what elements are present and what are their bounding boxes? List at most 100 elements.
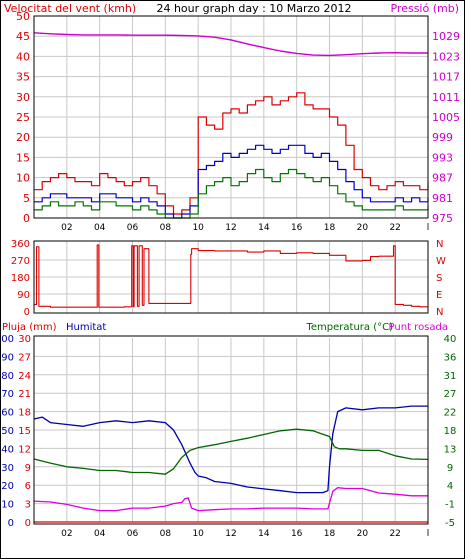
rain-tick-label: 30 bbox=[18, 334, 31, 345]
pressure-axis-label: Pressió (mb) bbox=[390, 2, 459, 15]
pressure-tick-label: 987 bbox=[432, 172, 453, 185]
temperature-tick-label: 13 bbox=[444, 444, 457, 455]
temperature-tick-label: 4 bbox=[447, 481, 453, 492]
humidity-tick-label: 50 bbox=[1, 426, 14, 437]
time-bottom-tick-label: l bbox=[427, 529, 430, 539]
humidity-ticks: 0 10 20 30 40 50 60 70 80 90 100 bbox=[0, 334, 14, 529]
time-top-tick-label: 10 bbox=[192, 223, 204, 233]
time-ticks-top: 02 04 06 08 10 12 14 16 18 20 22 l bbox=[61, 223, 429, 233]
wind-speed-tick-label: 5 bbox=[23, 192, 30, 205]
rain-tick-label: 9 bbox=[25, 463, 31, 474]
rain-tick-label: 0 bbox=[25, 518, 31, 529]
wind-speed-series bbox=[34, 168, 429, 219]
wind-direction-plot-frame bbox=[33, 240, 429, 314]
pressure-series bbox=[33, 32, 428, 57]
humidity-tick-label: 90 bbox=[1, 352, 14, 363]
time-top-tick-label: 20 bbox=[357, 223, 369, 233]
rain-tick-label: 18 bbox=[18, 408, 31, 419]
pressure-tick-label: 975 bbox=[432, 212, 453, 225]
wind-speed-tick-label: 15 bbox=[16, 151, 30, 164]
rain-tick-label: 3 bbox=[25, 500, 31, 511]
time-bottom-tick-label: 18 bbox=[324, 529, 336, 539]
wind-pressure-plot-frame bbox=[33, 15, 429, 219]
temperature-tick-label: 36 bbox=[444, 352, 457, 363]
humidity-tick-label: 80 bbox=[1, 371, 14, 382]
time-bottom-tick-label: 04 bbox=[94, 529, 106, 539]
rain-tick-label: 21 bbox=[18, 389, 31, 400]
time-bottom-tick-label: 12 bbox=[225, 529, 236, 539]
temperature-tick-label: -1 bbox=[445, 500, 455, 511]
humidity-temperature-series bbox=[33, 405, 429, 523]
chart-title: 24 hour graph day : 10 Marzo 2012 bbox=[156, 2, 351, 15]
rain-tick-label: 12 bbox=[18, 444, 31, 455]
wind-pressure-panel: Velocitat del vent (kmh) 24 hour graph d… bbox=[4, 2, 460, 233]
temperature-legend-label: Temperatura (°C) bbox=[305, 322, 393, 333]
wind-speed-tick-label: 20 bbox=[16, 131, 30, 144]
time-ticks-bottom: 02 04 06 08 10 12 14 16 18 20 22 l bbox=[61, 529, 429, 539]
temperature-tick-label: -5 bbox=[445, 518, 455, 529]
humidity-legend-label: Humitat bbox=[66, 322, 106, 333]
direction-compass-label: N bbox=[436, 307, 443, 318]
time-top-tick-label: 18 bbox=[324, 223, 336, 233]
humidity-temperature-panel: Pluja (mm) Humitat Temperatura (°C) Punt… bbox=[0, 322, 456, 539]
wind-speed-tick-label: 50 bbox=[16, 10, 30, 23]
pressure-tick-label: 981 bbox=[432, 192, 453, 205]
time-bottom-tick-label: 06 bbox=[127, 529, 139, 539]
wind-pressure-grid bbox=[34, 16, 429, 218]
direction-degree-label: 180 bbox=[11, 273, 30, 284]
temperature-tick-label: 27 bbox=[444, 389, 457, 400]
time-bottom-tick-label: 14 bbox=[258, 529, 270, 539]
temperature-tick-label: 31 bbox=[444, 371, 457, 382]
time-bottom-tick-label: 22 bbox=[389, 529, 400, 539]
time-top-tick-label: 14 bbox=[258, 223, 270, 233]
wind-average-series bbox=[34, 144, 429, 219]
time-top-tick-label: 12 bbox=[225, 223, 236, 233]
pressure-tick-label: 1011 bbox=[432, 91, 460, 104]
humidity-tick-label: 60 bbox=[1, 408, 14, 419]
time-bottom-tick-label: 02 bbox=[61, 529, 72, 539]
pressure-ticks: 975 981 987 993 999 1005 1011 1017 1023 1029 bbox=[432, 30, 460, 225]
wind-speed-tick-label: 10 bbox=[16, 172, 30, 185]
humidity-series bbox=[33, 405, 428, 494]
wind-speed-tick-label: 45 bbox=[16, 30, 30, 43]
temperature-tick-label: 9 bbox=[447, 463, 453, 474]
humidity-tick-label: 30 bbox=[1, 463, 14, 474]
temperature-series bbox=[33, 428, 429, 475]
dewpoint-series bbox=[33, 487, 428, 512]
wind-direction-grid bbox=[34, 241, 429, 313]
wind-speed-axis-label: Velocitat del vent (kmh) bbox=[4, 2, 136, 15]
wind-speed-tick-label: 30 bbox=[16, 91, 30, 104]
time-top-tick-label: 04 bbox=[94, 223, 106, 233]
direction-degree-label: 270 bbox=[11, 256, 30, 267]
time-bottom-tick-label: 20 bbox=[357, 529, 369, 539]
direction-degree-label: 90 bbox=[17, 290, 30, 301]
humidity-tick-label: 40 bbox=[1, 444, 14, 455]
rain-tick-label: 27 bbox=[18, 352, 31, 363]
wind-pressure-series bbox=[33, 32, 429, 219]
humidity-tick-label: 100 bbox=[0, 334, 14, 345]
wind-speed-ticks: 0 5 10 15 20 25 30 35 40 45 50 bbox=[16, 10, 30, 225]
time-bottom-tick-label: 08 bbox=[160, 529, 172, 539]
temperature-tick-label: 40 bbox=[444, 334, 457, 345]
time-top-tick-label: 16 bbox=[291, 223, 303, 233]
direction-compass-label: N bbox=[436, 239, 443, 250]
rain-tick-label: 24 bbox=[18, 371, 31, 382]
time-top-tick-label: 22 bbox=[389, 223, 400, 233]
temperature-ticks: -5 -1 4 9 13 18 22 27 31 36 40 bbox=[444, 334, 457, 529]
time-bottom-tick-label: 10 bbox=[192, 529, 204, 539]
pressure-tick-label: 993 bbox=[432, 151, 453, 164]
rain-legend-label: Pluja (mm) bbox=[2, 322, 57, 333]
pressure-tick-label: 1005 bbox=[432, 111, 460, 124]
direction-compass-label: S bbox=[436, 273, 442, 284]
wind-speed-tick-label: 25 bbox=[16, 111, 30, 124]
humidity-tick-label: 70 bbox=[1, 389, 14, 400]
direction-compass-label: W bbox=[436, 256, 446, 267]
humidity-temperature-grid bbox=[34, 338, 429, 522]
time-top-tick-label: 08 bbox=[160, 223, 172, 233]
time-top-tick-label: 02 bbox=[61, 223, 72, 233]
wind-direction-series-line bbox=[34, 244, 429, 308]
wind-speed-tick-label: 40 bbox=[16, 50, 30, 63]
